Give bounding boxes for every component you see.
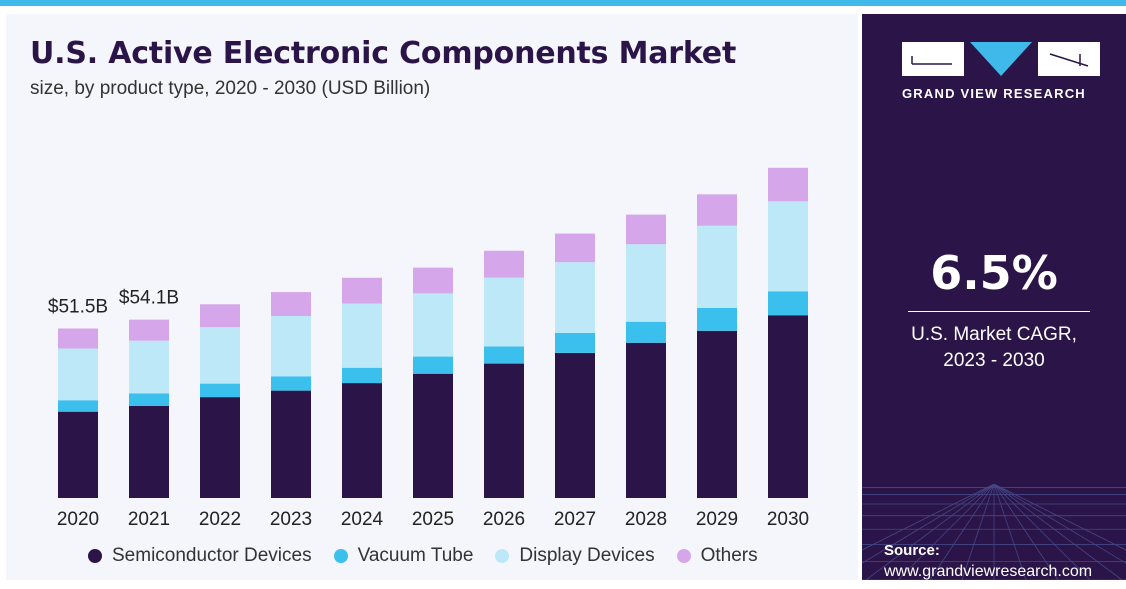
side-panel: GRAND VIEW RESEARCH 6.5% U.S. Market CAG… <box>862 14 1126 580</box>
bar-2027-vacuum-tube <box>555 332 595 353</box>
bar-2029-display-devices <box>697 225 737 308</box>
bar-2023-semiconductor-devices <box>271 390 311 498</box>
accent-bar <box>0 0 1126 6</box>
bar-2027-others <box>555 233 595 263</box>
grid-pattern-decoration <box>862 484 1126 580</box>
bar-2024-semiconductor-devices <box>342 383 382 498</box>
x-tick-label: 2028 <box>625 509 667 530</box>
bar-2022-display-devices <box>200 327 240 384</box>
legend-item: Others <box>676 545 758 567</box>
bar-2020-others <box>58 328 98 349</box>
legend-swatch <box>333 549 348 563</box>
x-tick-label: 2024 <box>341 509 384 530</box>
bar-2026-display-devices <box>484 277 524 347</box>
page-title: U.S. Active Electronic Components Market <box>30 36 737 71</box>
legend-swatch <box>495 549 510 563</box>
chart-legend: Semiconductor Devices Vacuum Tube Display … <box>88 545 758 567</box>
bar-2023-display-devices <box>271 316 311 377</box>
legend-item: Display Devices <box>495 545 655 567</box>
x-tick-label: 2026 <box>483 509 525 530</box>
bar-2026-vacuum-tube <box>484 346 524 364</box>
bar-2029-semiconductor-devices <box>697 330 737 498</box>
data-label: $54.1B <box>119 288 179 309</box>
bar-2030-vacuum-tube <box>768 291 808 316</box>
legend-label: Others <box>700 545 758 566</box>
x-tick-label: 2021 <box>128 509 170 530</box>
bar-2021-display-devices <box>129 340 169 394</box>
bar-2025-semiconductor-devices <box>413 373 453 498</box>
bar-2020-display-devices <box>58 348 98 401</box>
bar-2030-display-devices <box>768 201 808 292</box>
x-tick-label: 2020 <box>57 509 99 530</box>
bar-2030-semiconductor-devices <box>768 315 808 498</box>
brand-name: GRAND VIEW RESEARCH <box>902 86 1086 101</box>
chart-subtitle: size, by product type, 2020 - 2030 (USD … <box>30 78 431 99</box>
bar-2020-semiconductor-devices <box>58 411 98 498</box>
grid-logo-icon <box>902 42 964 76</box>
bar-2029-vacuum-tube <box>697 307 737 331</box>
x-tick-label: 2025 <box>412 509 454 530</box>
bar-2026-semiconductor-devices <box>484 363 524 498</box>
bar-2025-vacuum-tube <box>413 356 453 374</box>
source-link[interactable]: www.grandviewresearch.com <box>884 563 1093 580</box>
x-tick-label: 2027 <box>554 509 596 530</box>
arrow-logo-icon <box>1038 42 1100 76</box>
x-tick-label: 2029 <box>696 509 738 530</box>
bar-2030-others <box>768 167 808 202</box>
bar-2021-vacuum-tube <box>129 393 169 406</box>
bar-2025-others <box>413 267 453 294</box>
bar-2022-semiconductor-devices <box>200 397 240 498</box>
x-tick-label: 2030 <box>767 509 809 530</box>
legend-label: Semiconductor Devices <box>112 545 312 566</box>
bar-2024-vacuum-tube <box>342 367 382 384</box>
legend-item: Semiconductor Devices <box>88 545 312 567</box>
bar-2027-display-devices <box>555 262 595 333</box>
stacked-bar-chart: 2020 2021 2022 2023 2024 2025 2026 2027 2028 2029… <box>48 167 809 530</box>
brand-block: GRAND VIEW RESEARCH <box>902 42 1102 101</box>
legend-label: Vacuum Tube <box>357 545 474 566</box>
bar-2028-vacuum-tube <box>626 321 666 343</box>
bar-2020-vacuum-tube <box>58 400 98 412</box>
bar-2025-display-devices <box>413 293 453 357</box>
source-label: Source: <box>884 542 940 559</box>
legend-swatch <box>676 549 691 563</box>
bar-2028-semiconductor-devices <box>626 342 666 498</box>
bar-2028-others <box>626 214 666 245</box>
bar-2022-vacuum-tube <box>200 383 240 398</box>
bar-2028-display-devices <box>626 244 666 322</box>
bar-2021-semiconductor-devices <box>129 405 169 498</box>
x-tick-label: 2023 <box>270 509 312 530</box>
legend-label: Display Devices <box>519 545 655 566</box>
cagr-label: U.S. Market CAGR, 2023 - 2030 <box>862 322 1126 374</box>
bar-2023-others <box>271 292 311 316</box>
bar-2023-vacuum-tube <box>271 376 311 391</box>
cagr-period: 2023 - 2030 <box>943 350 1045 371</box>
bar-2022-others <box>200 304 240 328</box>
bar-2021-others <box>129 319 169 341</box>
data-label: $51.5B <box>48 296 108 317</box>
bar-2026-others <box>484 250 524 278</box>
bar-2024-display-devices <box>342 303 382 368</box>
legend-swatch <box>88 549 102 563</box>
cagr-value: 6.5% <box>930 246 1058 300</box>
triangle-logo-icon <box>970 42 1032 76</box>
legend-item: Vacuum Tube <box>333 545 474 567</box>
x-tick-label: 2022 <box>199 509 241 530</box>
divider <box>908 311 1090 312</box>
bar-2029-others <box>697 194 737 226</box>
cagr-label-line: U.S. Market CAGR, <box>911 324 1077 345</box>
bar-2027-semiconductor-devices <box>555 352 595 498</box>
bar-2024-others <box>342 277 382 304</box>
